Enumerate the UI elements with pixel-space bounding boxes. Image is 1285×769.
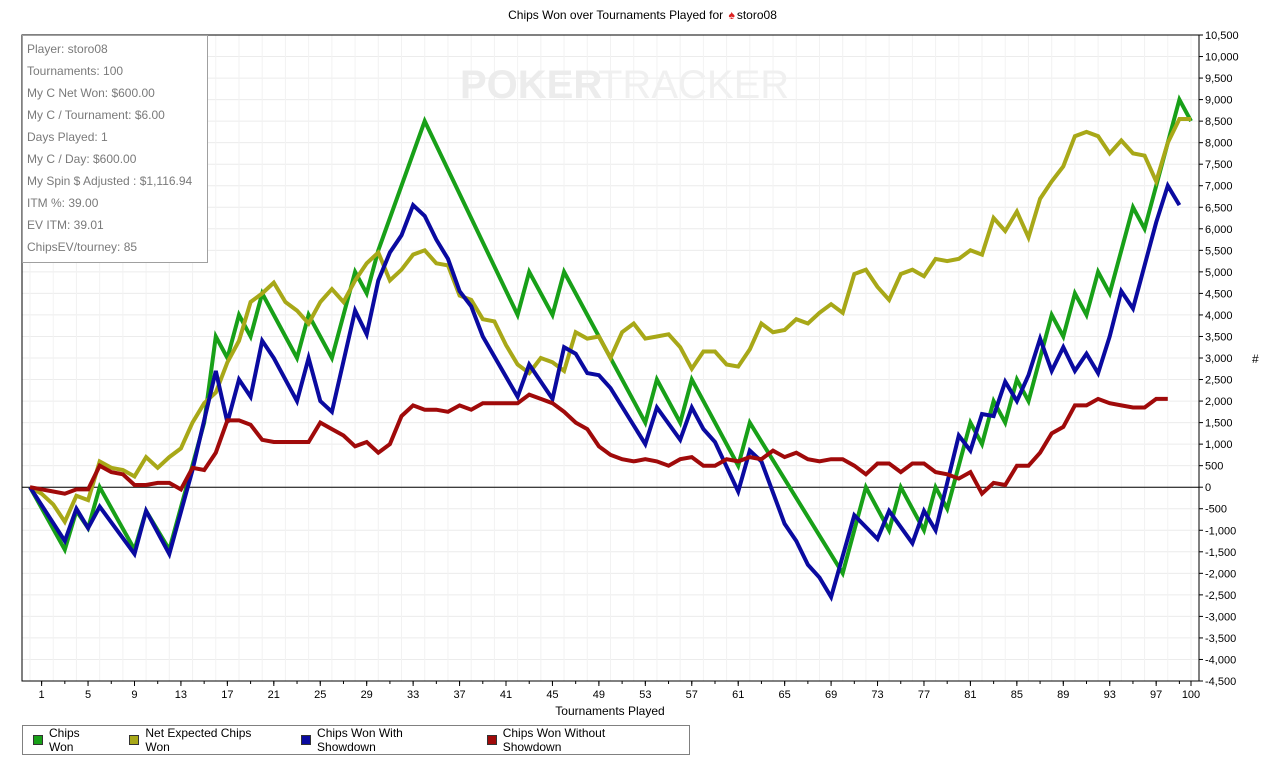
x-tick-label: 77 [918,689,930,701]
y-tick-label: 8,000 [1205,138,1233,150]
x-tick-label: 61 [732,689,744,701]
x-tick-label: 13 [175,689,187,701]
x-tick-label: 29 [361,689,373,701]
y-tick-label: -2,000 [1205,568,1236,580]
x-tick-label: 41 [500,689,512,701]
legend-label: Net Expected Chips Won [145,726,252,754]
legend-item: Chips Won With Showdown [301,726,465,754]
y-tick-label: 1,000 [1205,439,1233,451]
y-tick-label: 0 [1205,482,1211,494]
stat-line: Player: storo08 [27,42,108,56]
legend: Chips Won Net Expected Chips Won Chips Won… [22,725,690,755]
y-tick-label: 9,000 [1205,95,1233,107]
y-tick-label: 1,500 [1205,418,1233,430]
x-tick-label: 17 [221,689,233,701]
x-tick-label: 97 [1150,689,1162,701]
y-tick-label: 500 [1205,461,1223,473]
y-tick-label: -4,000 [1205,654,1236,666]
spade-icon: ♠ [728,8,735,22]
y-tick-label: 10,500 [1205,30,1239,42]
legend-item: Net Expected Chips Won [129,726,279,754]
series-line [29,117,1191,526]
y-tick-label: 9,500 [1205,73,1233,85]
y-tick-label: -2,500 [1205,590,1236,602]
stat-line: My C / Tournament: $6.00 [27,108,165,122]
stat-line: My Spin $ Adjusted : $1,116.94 [27,174,193,188]
x-tick-label: 81 [964,689,976,701]
y-tick-label: -3,000 [1205,611,1236,623]
stat-line: ChipsEV/tourney: 85 [27,240,138,254]
y-tick-label: 8,500 [1205,116,1233,128]
y-tick-label: 4,500 [1205,288,1233,300]
x-tick-label: 49 [593,689,605,701]
x-tick-label: 25 [314,689,326,701]
y-tick-label: 4,000 [1205,310,1233,322]
y-axis-label: # [1252,352,1259,366]
x-tick-label: 37 [453,689,465,701]
stat-line: My C / Day: $600.00 [27,152,137,166]
stats-panel: Player: storo08 Tournaments: 100 My C Net … [22,35,208,263]
x-axis-label: Tournaments Played [555,704,665,718]
axes: -4,500 -4,000 -3,500 -3,000 -2,500 -2,000 -1,5… [21,30,1239,701]
stat-line: My C Net Won: $600.00 [27,86,155,100]
legend-swatch [129,735,140,745]
stat-line: Days Played: 1 [27,130,108,144]
y-tick-label: -3,500 [1205,633,1236,645]
x-tick-label: 5 [85,689,91,701]
legend-item: Chips Won [33,726,107,754]
series-line [28,94,1193,579]
x-tick-label: 21 [268,689,280,701]
y-tick-label: 10,000 [1205,52,1239,64]
y-tick-label: -1,000 [1205,525,1236,537]
x-tick-label: 53 [639,689,651,701]
watermark-tracker: TRACKER [598,63,789,107]
legend-label: Chips Won [48,726,80,754]
x-tick-label: 69 [825,689,837,701]
y-tick-label: 3,000 [1205,353,1233,365]
y-tick-label: 2,500 [1205,375,1233,387]
chart-title-player: storo08 [736,8,777,22]
stat-line: ITM %: 39.00 [27,196,99,210]
y-tick-label: 6,000 [1205,224,1233,236]
y-tick-label: -4,500 [1205,676,1236,688]
y-tick-label: 2,000 [1205,396,1233,408]
legend-item: Chips Won Without Showdown [486,726,667,754]
legend-label: Chips Won With Showdown [317,726,403,754]
x-tick-label: 89 [1057,689,1069,701]
series-lines [28,94,1193,603]
y-tick-label: 5,000 [1205,267,1233,279]
x-tick-label: 33 [407,689,419,701]
legend-swatch [486,735,497,745]
legend-swatch [301,735,312,745]
x-tick-label: 9 [131,689,137,701]
stat-line: EV ITM: 39.01 [27,218,104,232]
legend-swatch [33,735,43,745]
chart-title-text: Chips Won over Tournaments Played for [508,8,724,22]
y-tick-label: 5,500 [1205,245,1233,257]
x-tick-label: 65 [779,689,791,701]
series-line [29,392,1168,497]
x-tick-label: 1 [39,689,45,701]
chart-title: Chips Won over Tournaments Played for ♠ s… [0,8,1285,22]
y-tick-label: 7,500 [1205,159,1233,171]
y-tick-label: -1,500 [1205,547,1236,559]
stat-line: Tournaments: 100 [27,64,124,78]
x-tick-label: 73 [871,689,883,701]
y-tick-label: 7,000 [1205,181,1233,193]
legend-label: Chips Won Without Showdown [502,726,606,754]
x-tick-label: 100 [1182,689,1200,701]
x-tick-label: 45 [546,689,558,701]
y-tick-label: -500 [1205,504,1227,516]
y-tick-label: 3,500 [1205,331,1233,343]
series-line [28,180,1182,603]
watermark-poker: POKER [460,63,602,107]
x-tick-label: 93 [1104,689,1116,701]
x-tick-label: 57 [686,689,698,701]
x-tick-label: 85 [1011,689,1023,701]
y-tick-label: 6,500 [1205,202,1233,214]
